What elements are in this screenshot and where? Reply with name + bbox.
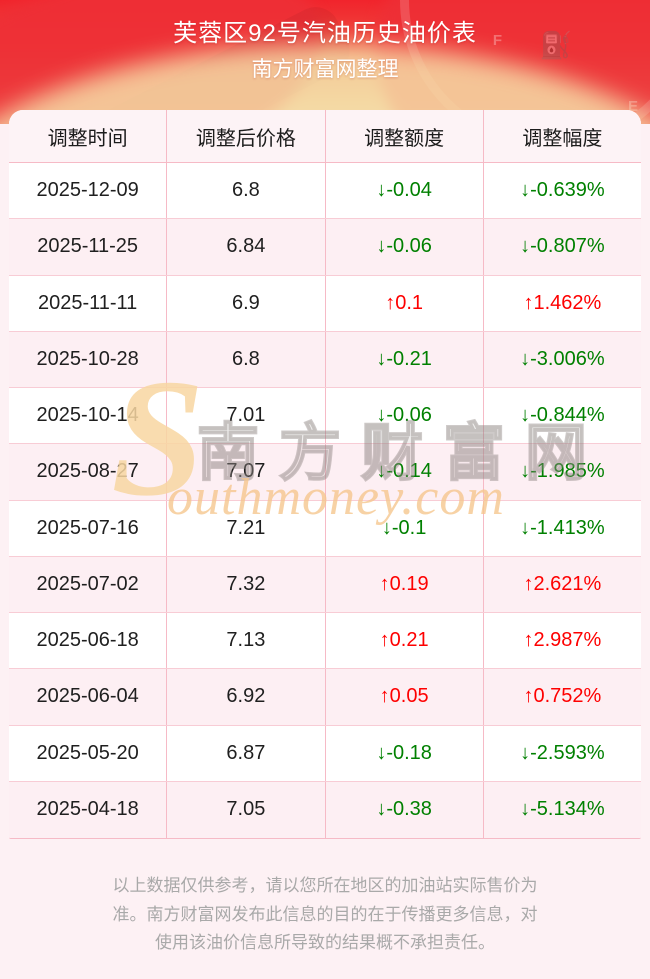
cell-rate: ↑2.987% xyxy=(482,613,641,669)
table-row: 2025-04-18 7.05 ↓-0.38 ↓-5.134% xyxy=(9,781,641,838)
cell-date: 2025-07-02 xyxy=(36,572,139,595)
disclaimer-text: 以上数据仅供参考，请以您所在地区的加油站实际售价为准。南方财富网发布此信息的目的… xyxy=(112,876,538,952)
cell-change: ↓-0.18 xyxy=(324,725,483,781)
cell-change: ↓-0.38 xyxy=(324,781,483,838)
cell-rate: ↑0.752% xyxy=(482,669,641,725)
cell-price: 7.07 xyxy=(166,444,324,500)
banner-titles: 芙蓉区92号汽油历史油价表 南方财富网整理 xyxy=(0,0,650,83)
cell-change: ↓-0.04 xyxy=(324,163,483,219)
cell-date: 2025-12-09 xyxy=(36,179,139,202)
table-row: 2025-07-02 7.32 ↑0.19 ↑2.621% xyxy=(9,556,641,613)
cell-price: 6.87 xyxy=(166,725,324,781)
cell-rate: ↑1.462% xyxy=(482,275,641,331)
cell-rate: ↓-1.985% xyxy=(482,444,641,500)
cell-date: 2025-10-28 xyxy=(36,347,139,370)
cell-rate: ↓-2.593% xyxy=(482,725,641,781)
cell-change: ↓-0.21 xyxy=(324,331,483,387)
cell-rate: ↓-3.006% xyxy=(482,331,641,387)
page-subtitle: 南方财富网整理 xyxy=(251,58,399,81)
cell-rate: ↓-5.134% xyxy=(482,781,641,838)
cell-price: 6.8 xyxy=(166,331,324,387)
cell-price: 7.32 xyxy=(166,556,324,612)
cell-date: 2025-10-14 xyxy=(36,404,139,427)
table-row: 2025-08-27 7.07 ↓-0.14 ↓-1.985% xyxy=(9,444,641,501)
cell-change: ↑0.19 xyxy=(324,556,483,612)
cell-price: 7.13 xyxy=(166,613,324,669)
cell-rate: ↓-0.807% xyxy=(482,219,641,275)
cell-change: ↑0.05 xyxy=(324,669,483,725)
cell-date: 2025-04-18 xyxy=(36,798,139,821)
cell-date: 2025-11-11 xyxy=(37,291,138,314)
cell-rate: ↓-0.639% xyxy=(482,163,641,219)
cell-date: 2025-06-04 xyxy=(36,685,139,708)
table-row: 2025-12-09 6.8 ↓-0.04 ↓-0.639% xyxy=(9,163,641,220)
cell-date: 2025-07-16 xyxy=(36,516,139,539)
table-row: 2025-07-16 7.21 ↓-0.1 ↓-1.413% xyxy=(9,500,641,557)
price-history-table: 调整时间 调整后价格 调整额度 调整幅度 2025-12-09 6.8 ↓-0.04… xyxy=(9,110,641,839)
cell-change: ↓-0.14 xyxy=(324,444,483,500)
cell-change: ↑0.21 xyxy=(324,613,483,669)
cell-change: ↓-0.06 xyxy=(324,219,483,275)
cell-rate: ↓-1.413% xyxy=(482,500,641,556)
cell-date: 2025-08-27 xyxy=(36,460,139,483)
cell-price: 7.05 xyxy=(166,781,324,838)
cell-price: 7.21 xyxy=(166,500,324,556)
column-header-price: 调整后价格 xyxy=(166,110,324,162)
cell-rate: ↑2.621% xyxy=(482,556,641,612)
cell-price: 6.9 xyxy=(166,275,324,331)
cell-rate: ↓-0.844% xyxy=(482,388,641,444)
table-row: 2025-06-04 6.92 ↑0.05 ↑0.752% xyxy=(9,669,641,726)
cell-price: 7.01 xyxy=(166,388,324,444)
cell-change: ↓-0.06 xyxy=(324,388,483,444)
cell-change: ↑0.1 xyxy=(324,275,483,331)
table-body: 2025-12-09 6.8 ↓-0.04 ↓-0.639% 2025-11-25 6.8… xyxy=(9,163,641,838)
column-header-change: 调整额度 xyxy=(324,110,483,162)
cell-price: 6.84 xyxy=(166,219,324,275)
table-header-row: 调整时间 调整后价格 调整额度 调整幅度 xyxy=(9,110,641,163)
page-header: F E ⛽ 芙蓉区92号汽油历史油价表 南方财富网整理 xyxy=(0,0,650,124)
gauge-full-label: F xyxy=(492,32,502,49)
table-row: 2025-06-18 7.13 ↑0.21 ↑2.987% xyxy=(9,613,641,670)
cell-date: 2025-05-20 xyxy=(36,741,139,764)
cell-price: 6.8 xyxy=(166,163,324,219)
cell-change: ↓-0.1 xyxy=(324,500,483,556)
cell-date: 2025-11-25 xyxy=(37,235,139,258)
table-row: 2025-11-11 6.9 ↑0.1 ↑1.462% xyxy=(9,275,641,332)
table-row: 2025-10-28 6.8 ↓-0.21 ↓-3.006% xyxy=(9,331,641,388)
column-header-rate: 调整幅度 xyxy=(482,110,641,162)
table-row: 2025-05-20 6.87 ↓-0.18 ↓-2.593% xyxy=(9,725,641,782)
page-title: 芙蓉区92号汽油历史油价表 xyxy=(173,20,477,47)
column-header-date: 调整时间 xyxy=(47,127,128,150)
cell-date: 2025-06-18 xyxy=(36,629,139,652)
table-row: 2025-11-25 6.84 ↓-0.06 ↓-0.807% xyxy=(9,219,641,276)
fuel-pump-icon: ⛽ xyxy=(539,30,572,60)
table-row: 2025-10-14 7.01 ↓-0.06 ↓-0.844% xyxy=(9,388,641,445)
cell-price: 6.92 xyxy=(166,669,324,725)
